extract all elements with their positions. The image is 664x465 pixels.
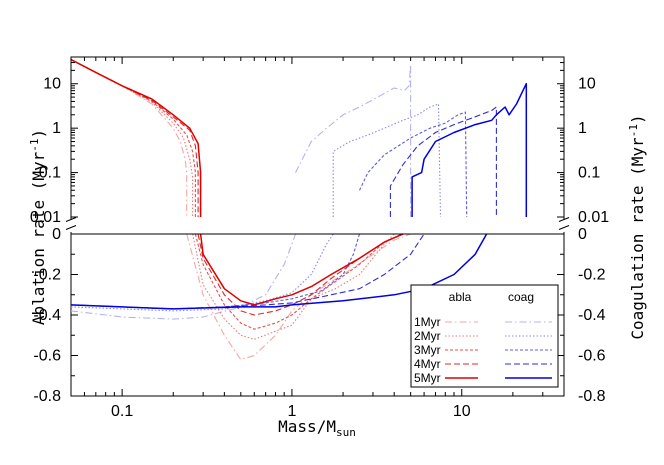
legend-label-2myr: 2Myr <box>414 329 441 343</box>
legend-label-3myr: 3Myr <box>414 343 441 357</box>
y-upper-right-tick-label: 0.01 <box>578 209 609 226</box>
y-upper-left-tick-label: 0.01 <box>30 209 61 226</box>
series-3myr-abla-upper <box>70 59 196 217</box>
series-3myr-abla-lower <box>194 233 404 330</box>
series-3myr-coag-upper <box>359 111 468 218</box>
series-2myr-abla-upper <box>70 59 194 217</box>
series-1myr-abla-upper <box>70 59 188 217</box>
y-lower-right-tick-label: 0 <box>578 226 587 243</box>
legend-label-1myr: 1Myr <box>414 315 441 329</box>
y-lower-right-tick-label: -0.2 <box>578 267 606 284</box>
series-4myr-abla-lower <box>197 233 404 316</box>
y-lower-right-tick-label: -0.6 <box>578 348 606 365</box>
y-lower-left-tick-label: -0.6 <box>33 348 61 365</box>
axis-break-mark <box>558 225 570 230</box>
legend-label-5myr: 5Myr <box>414 371 441 385</box>
y-upper-right-tick-label: 0.1 <box>578 165 600 182</box>
series-5myr-coag-lower <box>70 233 488 310</box>
axis-break-mark <box>558 217 570 222</box>
series-5myr-abla-lower <box>199 233 404 306</box>
axis-break-mark <box>65 225 77 230</box>
y-lower-right-tick-label: -0.8 <box>578 388 606 405</box>
y-upper-left-tick-label: 1 <box>52 120 61 137</box>
y-axis-left-label-exp: -1 <box>28 139 41 152</box>
y-axis-left-label: Ablation rate (Myr-1) <box>28 129 48 325</box>
x-axis-label-main: Mass/M <box>278 417 336 436</box>
series-5myr-abla-upper <box>70 58 202 217</box>
x-tick-label: 10 <box>453 403 471 420</box>
y-upper-right-tick-label: 10 <box>578 76 596 93</box>
series-1myr-coag-upper <box>295 64 412 217</box>
series-2myr-abla-lower <box>192 233 395 340</box>
axis-break-gap <box>66 219 76 232</box>
legend-header-abla: abla <box>449 290 472 304</box>
axis-break-mark <box>65 217 77 222</box>
x-tick-label: 1 <box>287 403 296 420</box>
y-upper-left-tick-label: 0.1 <box>39 165 61 182</box>
x-axis-label-sub: sun <box>336 426 356 439</box>
y-upper-left-tick-label: 10 <box>43 76 61 93</box>
y-lower-left-tick-label: -0.8 <box>33 388 61 405</box>
legend-header-coag: coag <box>508 290 534 304</box>
y-lower-right-tick-label: -0.4 <box>578 307 606 324</box>
series-1myr-abla-lower <box>186 233 411 361</box>
x-axis-label: Mass/Msun <box>278 417 356 439</box>
y-lower-left-tick-label: -0.2 <box>33 267 61 284</box>
y-lower-left-tick-label: 0 <box>52 226 61 243</box>
y-axis-right-label-close: ) <box>628 114 647 124</box>
y-axis-right-label-exp: -1 <box>627 124 640 137</box>
y-axis-right-label-main: Coagulation rate (Myr <box>628 137 647 340</box>
axis-break-gap <box>559 219 569 232</box>
y-upper-right-tick-label: 1 <box>578 120 587 137</box>
y-axis-right-label: Coagulation rate (Myr-1) <box>627 114 647 339</box>
y-lower-left-tick-label: -0.4 <box>33 307 61 324</box>
y-axis-left-label-close: ) <box>29 129 48 139</box>
y-axis-left-label-main: Ablation rate (Myr <box>29 151 48 325</box>
series-5myr-coag-upper <box>411 82 528 217</box>
x-tick-label: 0.1 <box>111 403 133 420</box>
series-4myr-coag-upper <box>389 106 497 217</box>
legend-label-4myr: 4Myr <box>414 357 441 371</box>
